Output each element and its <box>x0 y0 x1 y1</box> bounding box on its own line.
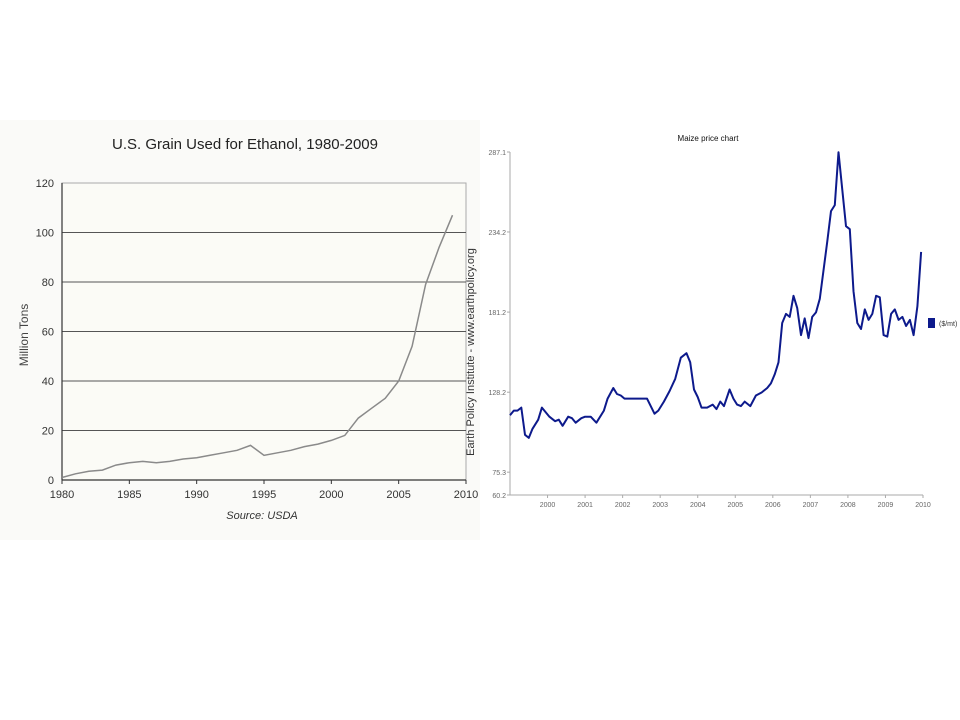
y-tick-label: 234.2 <box>488 230 506 237</box>
x-tick-label: 2002 <box>615 502 631 509</box>
y-tick-label: 181.2 <box>488 310 506 317</box>
x-tick-label: 2005 <box>727 502 743 509</box>
x-tick-label: 2004 <box>690 502 706 509</box>
x-tick-label: 2010 <box>915 502 931 509</box>
side-note: Earth Policy Institute - www.earthpolicy… <box>465 248 477 456</box>
y-tick-label: 100 <box>36 228 54 240</box>
ethanol-grain-chart: U.S. Grain Used for Ethanol, 1980-2009 M… <box>0 120 480 540</box>
legend-swatch <box>928 318 935 328</box>
y-tick-label: 60 <box>42 327 54 339</box>
x-tick-label: 2003 <box>652 502 668 509</box>
y-tick-label: 0 <box>48 475 54 487</box>
x-tick-label: 1990 <box>184 489 208 501</box>
x-tick-label: 2006 <box>765 502 781 509</box>
legend-label: ($/mt) <box>939 321 957 328</box>
y-tick-labels: 60.2 75.3 128.2 181.2 234.2 287.1 <box>488 150 506 500</box>
y-axis-label: Million Tons <box>17 304 31 366</box>
x-tick-label: 2008 <box>840 502 856 509</box>
x-tick-labels: 2000 2001 2002 2003 2004 2005 2006 2007 2008 2009… <box>540 502 931 509</box>
x-tick-label: 2010 <box>454 489 478 501</box>
maize-price-chart: Maize price chart 60.2 75.3 128.2 181.2 234.… <box>488 120 958 520</box>
series-line <box>61 214 454 479</box>
chart-title: Maize price chart <box>678 134 740 143</box>
source-note: Source: USDA <box>226 510 298 522</box>
x-tick-label: 1995 <box>252 489 276 501</box>
y-tick-label: 128.2 <box>488 390 506 397</box>
y-tick-labels: 0 20 40 60 80 100 120 <box>36 178 54 487</box>
x-tick-label: 1985 <box>117 489 141 501</box>
series-line <box>509 151 923 439</box>
y-tick-label: 40 <box>42 376 54 388</box>
y-tick-label: 75.3 <box>492 470 506 477</box>
y-tick-label: 60.2 <box>492 493 506 500</box>
y-tick-label: 80 <box>42 277 54 289</box>
axes <box>507 151 924 498</box>
axes <box>61 183 467 484</box>
x-tick-label: 2000 <box>319 489 343 501</box>
x-tick-label: 2000 <box>540 502 556 509</box>
y-tick-label: 120 <box>36 178 54 190</box>
ethanol-grain-chart-svg: U.S. Grain Used for Ethanol, 1980-2009 M… <box>17 136 478 522</box>
x-tick-label: 2001 <box>577 502 593 509</box>
chart-title: U.S. Grain Used for Ethanol, 1980-2009 <box>112 136 378 153</box>
x-tick-label: 2005 <box>386 489 410 501</box>
y-tick-label: 20 <box>42 426 54 438</box>
y-tick-label: 287.1 <box>488 150 506 157</box>
maize-price-chart-svg: Maize price chart 60.2 75.3 128.2 181.2 234.… <box>488 134 957 509</box>
x-tick-label: 2007 <box>803 502 819 509</box>
x-tick-label: 1980 <box>50 489 74 501</box>
grid-lines <box>61 182 467 481</box>
x-tick-labels: 1980 1985 1990 1995 2000 2005 2010 <box>50 489 478 501</box>
x-tick-label: 2009 <box>878 502 894 509</box>
